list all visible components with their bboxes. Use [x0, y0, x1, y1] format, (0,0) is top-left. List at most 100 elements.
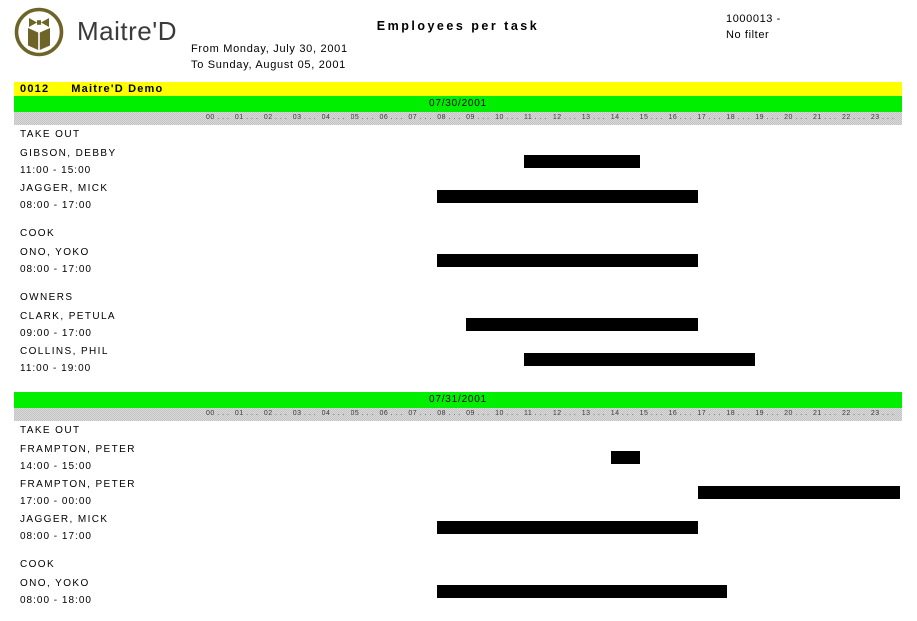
hour-tick-label: 17 . . .	[697, 410, 721, 417]
book-and-bowtie-icon	[14, 7, 64, 57]
hour-tick-label: 01 . . .	[234, 410, 259, 417]
hour-tick-label: 00 . . .	[206, 114, 230, 121]
employee-name: JAGGER, MICK	[20, 183, 109, 194]
period-from: From Monday, July 30, 2001	[191, 43, 348, 55]
day-section: 07/31/2001 00 . . . 01 . . . 02 . . . 03 . .…	[14, 392, 902, 612]
schedule-days: 07/30/2001 00 . . . 01 . . . 02 . . . 03 . .…	[14, 96, 902, 612]
employee-hours: 11:00 - 19:00	[20, 363, 92, 374]
employee-row: FRAMPTON, PETER 14:00 - 15:00	[14, 443, 902, 478]
store-name: Maitre'D Demo	[71, 83, 164, 95]
hour-tick-label: 05 . . .	[350, 114, 374, 121]
employee-hours: 08:00 - 17:00	[20, 531, 92, 542]
hour-tick-label: 03 . . .	[292, 410, 317, 417]
report-number: 1000013 -	[726, 13, 781, 25]
hour-tick-label: 05 . . .	[350, 410, 374, 417]
hour-tick-label: 22 . . .	[841, 114, 866, 121]
employee-hours: 11:00 - 15:00	[20, 165, 92, 176]
schedule-bar	[466, 318, 698, 331]
hour-tick-label: 18 . . .	[726, 410, 750, 417]
employee-name: GIBSON, DEBBY	[20, 148, 117, 159]
day-section: 07/30/2001 00 . . . 01 . . . 02 . . . 03 . .…	[14, 96, 902, 380]
hour-tick-label: 22 . . .	[841, 410, 866, 417]
task-group: COOK ONO, YOKO 08:00 - 17:00	[14, 226, 902, 281]
hour-tick-label: 00 . . .	[206, 410, 230, 417]
store-bar: 0012 Maitre'D Demo	[14, 82, 902, 96]
employee-name: CLARK, PETULA	[20, 311, 117, 322]
schedule-bar	[524, 155, 640, 168]
employee-name: COLLINS, PHIL	[20, 346, 109, 357]
schedule-bar	[437, 254, 698, 267]
hour-tick-label: 07 . . .	[408, 410, 432, 417]
hour-tick-label: 11 . . .	[523, 410, 547, 417]
hour-tick-label: 10 . . .	[495, 114, 519, 121]
hour-tick-label: 12 . . .	[552, 410, 577, 417]
task-name: COOK	[20, 559, 56, 570]
hour-tick-label: 23 . . .	[870, 114, 895, 121]
employee-row: ONO, YOKO 08:00 - 17:00	[14, 246, 902, 281]
hour-tick-label: 08 . . .	[437, 114, 461, 121]
task-group: COOK ONO, YOKO 08:00 - 18:00	[14, 557, 902, 612]
hour-tick-label: 14 . . .	[610, 114, 635, 121]
hour-tick-label: 15 . . .	[639, 114, 664, 121]
employee-row: GIBSON, DEBBY 11:00 - 15:00	[14, 147, 902, 182]
hour-tick-label: 06 . . .	[379, 410, 403, 417]
employee-hours: 17:00 - 00:00	[20, 496, 92, 507]
schedule-bar	[437, 521, 698, 534]
employee-hours: 08:00 - 17:00	[20, 264, 92, 275]
employee-name: FRAMPTON, PETER	[20, 444, 136, 455]
hour-tick-label: 06 . . .	[379, 114, 403, 121]
employee-row: COLLINS, PHIL 11:00 - 19:00	[14, 345, 902, 380]
hour-tick-label: 04 . . .	[321, 410, 346, 417]
schedule-bar	[610, 451, 640, 464]
hour-tick-label: 09 . . .	[466, 114, 490, 121]
task-name: TAKE OUT	[20, 425, 81, 436]
hour-tick-label: 13 . . .	[581, 114, 606, 121]
hour-tick-label: 02 . . .	[263, 410, 288, 417]
employee-name: ONO, YOKO	[20, 247, 90, 258]
store-number: 0012	[20, 83, 50, 95]
hour-tick-label: 16 . . .	[668, 410, 692, 417]
timeline-hour-labels: 00 . . . 01 . . . 02 . . . 03 . . . 04 . . .…	[206, 410, 900, 417]
logo-wordmark: Maitre'D	[77, 16, 177, 46]
employee-row: FRAMPTON, PETER 17:00 - 00:00	[14, 478, 902, 513]
hour-tick-label: 11 . . .	[523, 114, 547, 121]
timeline-hour-bar: 00 . . . 01 . . . 02 . . . 03 . . . 04 . . .…	[14, 408, 902, 421]
employee-row: JAGGER, MICK 08:00 - 17:00	[14, 182, 902, 217]
hour-tick-label: 21 . . .	[813, 114, 837, 121]
hour-tick-label: 18 . . .	[726, 114, 750, 121]
date-bar: 07/30/2001	[14, 96, 902, 112]
employee-name: ONO, YOKO	[20, 578, 90, 589]
task-name: OWNERS	[20, 292, 74, 303]
hour-tick-label: 02 . . .	[263, 114, 288, 121]
task-group: TAKE OUT FRAMPTON, PETER 14:00 - 15:00 FRAM…	[14, 423, 902, 548]
schedule-bar	[437, 190, 698, 203]
employee-row: JAGGER, MICK 08:00 - 17:00	[14, 513, 902, 548]
hour-tick-label: 14 . . .	[610, 410, 635, 417]
period-to: To Sunday, August 05, 2001	[191, 59, 346, 71]
hour-tick-label: 16 . . .	[668, 114, 692, 121]
schedule-bar	[437, 585, 727, 598]
hour-tick-label: 03 . . .	[292, 114, 317, 121]
task-name: COOK	[20, 228, 56, 239]
hour-tick-label: 09 . . .	[466, 410, 490, 417]
employee-hours: 14:00 - 15:00	[20, 461, 92, 472]
timeline-hour-labels: 00 . . . 01 . . . 02 . . . 03 . . . 04 . . .…	[206, 114, 900, 121]
employee-row: CLARK, PETULA 09:00 - 17:00	[14, 310, 902, 345]
employee-hours: 09:00 - 17:00	[20, 328, 92, 339]
task-group: TAKE OUT GIBSON, DEBBY 11:00 - 15:00 JAGGER…	[14, 127, 902, 217]
hour-tick-label: 08 . . .	[437, 410, 461, 417]
employee-name: JAGGER, MICK	[20, 514, 109, 525]
hour-tick-label: 10 . . .	[495, 410, 519, 417]
hour-tick-label: 19 . . .	[755, 410, 779, 417]
employee-name: FRAMPTON, PETER	[20, 479, 136, 490]
report-title: Employees per task	[376, 19, 540, 33]
hour-tick-label: 12 . . .	[552, 114, 577, 121]
timeline-hour-bar: 00 . . . 01 . . . 02 . . . 03 . . . 04 . . .…	[14, 112, 902, 125]
hour-tick-label: 23 . . .	[870, 410, 895, 417]
hour-tick-label: 13 . . .	[581, 410, 606, 417]
hour-tick-label: 07 . . .	[408, 114, 432, 121]
hour-tick-label: 15 . . .	[639, 410, 664, 417]
date-bar: 07/31/2001	[14, 392, 902, 408]
task-group: OWNERS CLARK, PETULA 09:00 - 17:00 COLLINS,…	[14, 290, 902, 380]
